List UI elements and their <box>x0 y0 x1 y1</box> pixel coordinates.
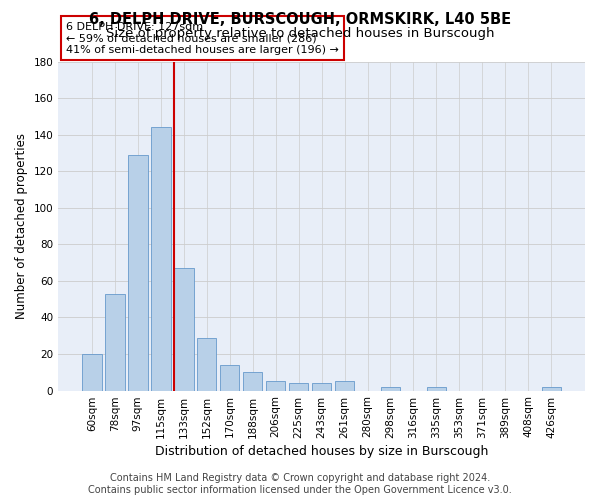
Text: 6, DELPH DRIVE, BURSCOUGH, ORMSKIRK, L40 5BE: 6, DELPH DRIVE, BURSCOUGH, ORMSKIRK, L40… <box>89 12 511 28</box>
Bar <box>197 338 217 390</box>
Bar <box>381 387 400 390</box>
Y-axis label: Number of detached properties: Number of detached properties <box>15 133 28 319</box>
Bar <box>151 128 170 390</box>
Bar <box>312 384 331 390</box>
Bar <box>82 354 101 391</box>
Bar <box>220 365 239 390</box>
Text: 6 DELPH DRIVE: 127sqm
← 59% of detached houses are smaller (286)
41% of semi-det: 6 DELPH DRIVE: 127sqm ← 59% of detached … <box>66 22 339 55</box>
X-axis label: Distribution of detached houses by size in Burscough: Distribution of detached houses by size … <box>155 444 488 458</box>
Bar <box>243 372 262 390</box>
Bar <box>289 384 308 390</box>
Bar <box>174 268 194 390</box>
Bar <box>335 382 355 390</box>
Bar <box>105 294 125 390</box>
Bar <box>128 154 148 390</box>
Text: Size of property relative to detached houses in Burscough: Size of property relative to detached ho… <box>106 28 494 40</box>
Bar <box>542 387 561 390</box>
Bar <box>427 387 446 390</box>
Text: Contains HM Land Registry data © Crown copyright and database right 2024.
Contai: Contains HM Land Registry data © Crown c… <box>88 474 512 495</box>
Bar <box>266 382 286 390</box>
